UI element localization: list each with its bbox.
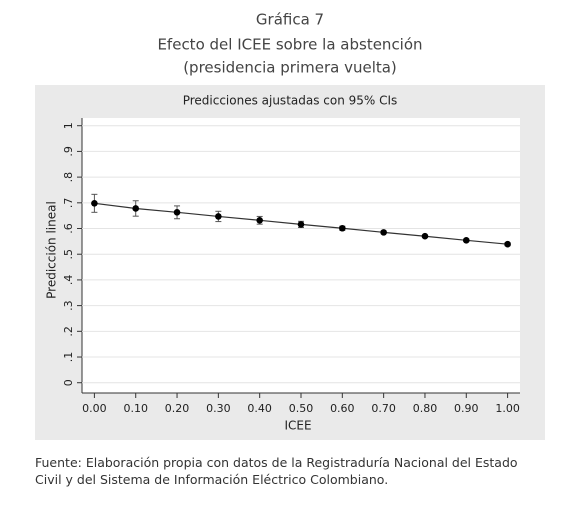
marker xyxy=(380,229,387,236)
marker xyxy=(132,205,140,212)
marker xyxy=(297,221,305,228)
x-tick-label: 1.00 xyxy=(495,402,520,415)
x-tick-label: 0.40 xyxy=(247,402,272,415)
y-tick-label: .4 xyxy=(62,275,75,286)
y-tick-label: .7 xyxy=(62,198,75,209)
chart-title: Gráfica 7 xyxy=(256,11,324,29)
x-tick-label: 0.50 xyxy=(289,402,314,415)
marker xyxy=(504,240,511,248)
y-tick-label: .3 xyxy=(62,300,75,311)
x-tick-label: 0.00 xyxy=(82,402,107,415)
chart-subtitle: (presidencia primera vuelta) xyxy=(183,59,397,77)
plot-area xyxy=(82,118,520,393)
x-tick-label: 0.90 xyxy=(454,402,479,415)
marker xyxy=(91,200,98,207)
y-tick-label: .6 xyxy=(62,223,75,234)
chart: Gráfica 7 Efecto del ICEE sobre la abste… xyxy=(35,11,545,440)
x-tick-label: 0.30 xyxy=(206,402,231,415)
y-tick-label: .1 xyxy=(62,352,75,363)
y-tick-label: .9 xyxy=(62,146,75,157)
source-note: Fuente: Elaboración propia con datos de … xyxy=(35,455,518,487)
x-axis-label: ICEE xyxy=(284,419,311,433)
x-tick-label: 0.10 xyxy=(123,402,148,415)
panel-title: Predicciones ajustadas con 95% CIs xyxy=(183,94,398,108)
y-tick-label: 1 xyxy=(62,122,75,129)
y-axis-label: Predicción lineal xyxy=(45,201,59,299)
marker xyxy=(339,224,346,232)
y-tick-label: .8 xyxy=(62,172,75,183)
x-tick-label: 0.80 xyxy=(413,402,438,415)
x-tick-label: 0.20 xyxy=(165,402,190,415)
y-tick-label: .2 xyxy=(62,326,75,337)
marker xyxy=(173,209,181,216)
marker xyxy=(256,216,263,224)
marker xyxy=(462,237,470,244)
marker xyxy=(421,232,429,240)
marker xyxy=(215,213,222,220)
x-tick-label: 0.60 xyxy=(330,402,355,415)
x-tick-label: 0.70 xyxy=(371,402,396,415)
y-tick-label: .5 xyxy=(62,249,75,260)
chart-subtitle: Efecto del ICEE sobre la abstención xyxy=(157,36,422,54)
y-tick-label: 0 xyxy=(62,379,75,386)
